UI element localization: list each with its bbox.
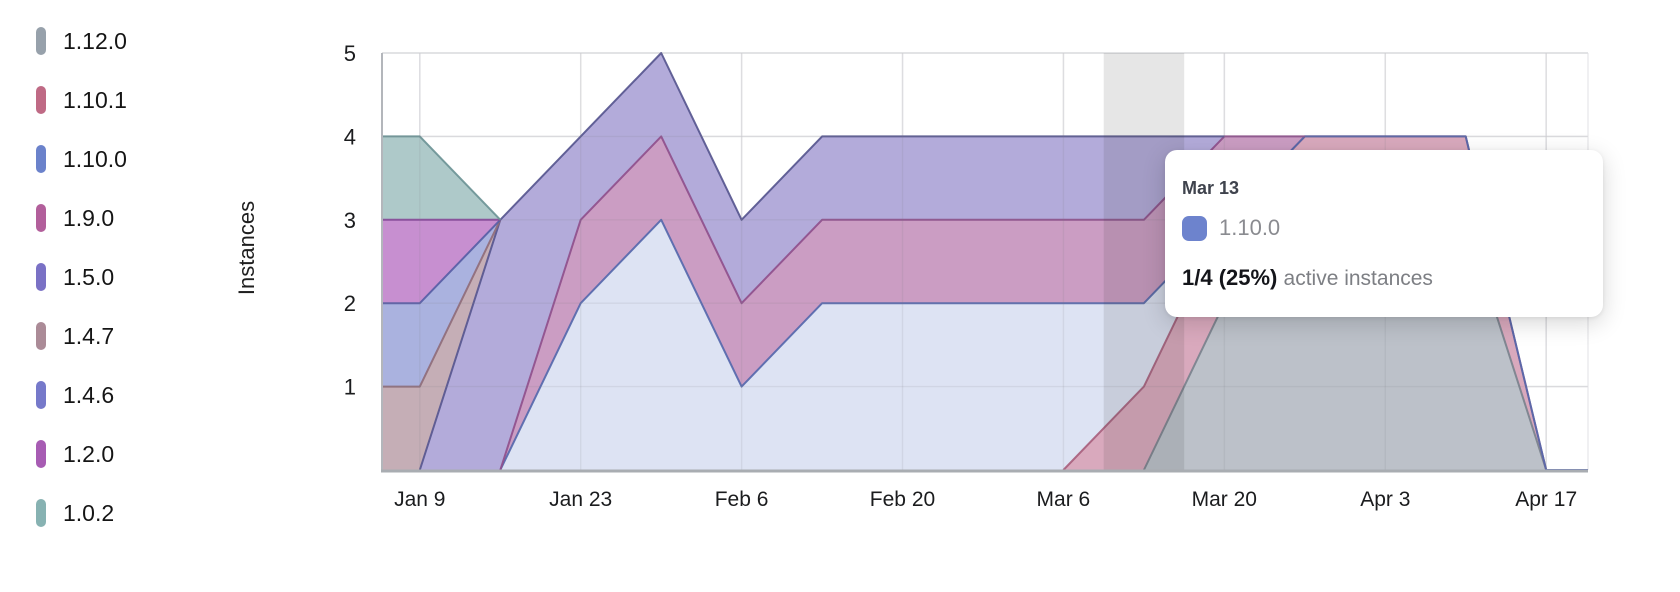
- y-tick-label: 2: [344, 291, 356, 316]
- legend-item-1.10.1[interactable]: 1.10.1: [36, 86, 127, 114]
- tooltip-series-name: 1.10.0: [1219, 215, 1281, 240]
- legend-item-1.4.7[interactable]: 1.4.7: [36, 322, 127, 350]
- legend-item-1.2.0[interactable]: 1.2.0: [36, 440, 127, 468]
- tooltip-value-suffix: active instances: [1283, 267, 1433, 290]
- y-tick-label: 5: [344, 41, 356, 66]
- legend-label: 1.10.0: [63, 146, 127, 172]
- legend-swatch-icon: [36, 263, 46, 291]
- legend-item-1.9.0[interactable]: 1.9.0: [36, 204, 127, 232]
- legend-label: 1.12.0: [63, 28, 127, 54]
- legend-label: 1.5.0: [63, 264, 115, 290]
- tooltip-value-line: 1/4 (25%) active instances: [1182, 265, 1587, 291]
- legend-label: 1.10.1: [63, 87, 127, 113]
- legend-swatch-icon: [36, 27, 46, 55]
- legend-swatch-icon: [36, 322, 46, 350]
- tooltip-value: 1/4 (25%): [1182, 265, 1278, 290]
- legend-item-1.0.2[interactable]: 1.0.2: [36, 499, 127, 527]
- legend-swatch-icon: [36, 86, 46, 114]
- legend-label: 1.0.2: [63, 500, 115, 526]
- legend-swatch-icon: [36, 440, 46, 468]
- tooltip: Mar 13 1.10.0 1/4 (25%) active instances: [1165, 150, 1603, 317]
- legend: 1.12.0 1.10.1 1.10.0 1.9.0 1.5.0 1.4.7 1.4.6 1.…: [36, 27, 127, 558]
- x-tick-label: Feb 6: [715, 488, 769, 511]
- line-1.4.6: [382, 219, 502, 305]
- legend-swatch-icon: [36, 381, 46, 409]
- legend-item-1.10.0[interactable]: 1.10.0: [36, 145, 127, 173]
- line-1.4.7: [382, 219, 502, 388]
- x-tick-label: Mar 6: [1037, 488, 1091, 511]
- x-tick-label: Apr 17: [1515, 488, 1577, 511]
- area-1.5.0[interactable]: [382, 53, 1588, 470]
- y-tick-label: 1: [344, 375, 356, 400]
- legend-label: 1.2.0: [63, 441, 115, 467]
- y-tick-label: 4: [344, 124, 356, 149]
- line-1.10.0: [499, 135, 1588, 471]
- x-tick-label: Jan 9: [394, 488, 445, 511]
- tooltip-series-row: 1.10.0: [1182, 215, 1587, 241]
- tooltip-date: Mar 13: [1182, 178, 1240, 198]
- legend-swatch-icon: [36, 499, 46, 527]
- legend-swatch-icon: [36, 204, 46, 232]
- y-tick-label: 3: [344, 208, 356, 233]
- x-tick-label: Mar 20: [1192, 488, 1257, 511]
- y-axis-title: Instances: [234, 200, 259, 296]
- legend-label: 1.4.6: [63, 382, 115, 408]
- legend-swatch-icon: [36, 145, 46, 173]
- x-tick-label: Jan 23: [549, 488, 612, 511]
- line-1.0.2: [382, 135, 502, 221]
- legend-item-1.4.6[interactable]: 1.4.6: [36, 381, 127, 409]
- x-tick-label: Apr 3: [1360, 488, 1410, 511]
- legend-label: 1.9.0: [63, 205, 115, 231]
- x-tick-label: Feb 20: [870, 488, 935, 511]
- line-1.5.0: [418, 52, 1225, 471]
- legend-label: 1.4.7: [63, 323, 115, 349]
- tooltip-series-swatch: [1182, 215, 1207, 241]
- legend-item-1.12.0[interactable]: 1.12.0: [36, 27, 127, 55]
- legend-item-1.5.0[interactable]: 1.5.0: [36, 263, 127, 291]
